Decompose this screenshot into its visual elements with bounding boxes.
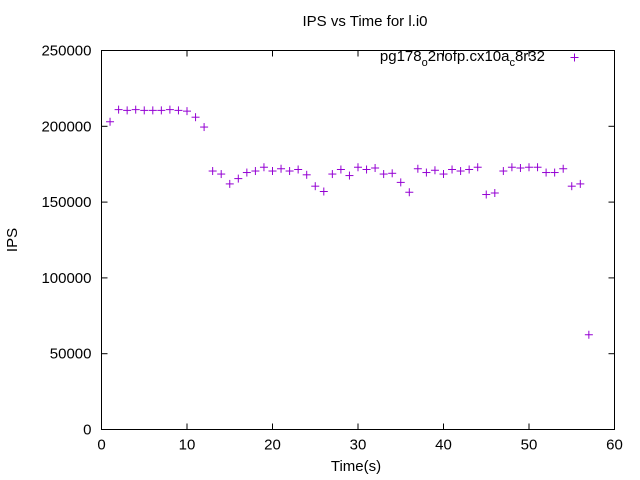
data-point — [413, 164, 422, 173]
data-point — [242, 168, 251, 177]
y-tick-label: 250000 — [41, 43, 91, 60]
data-point — [525, 163, 533, 172]
y-tick-label: 0 — [83, 422, 91, 439]
data-point — [336, 165, 345, 174]
y-tick-label: 100000 — [41, 270, 91, 287]
data-point — [379, 170, 388, 179]
data-point — [259, 163, 268, 172]
data-point — [439, 170, 448, 179]
legend-label: pg178o2nofp.cx10ac8r32 — [380, 48, 545, 69]
data-point — [499, 167, 508, 176]
x-tick-label: 20 — [264, 437, 281, 454]
data-point — [234, 174, 243, 183]
data-point — [584, 330, 593, 339]
data-point — [354, 163, 362, 172]
x-tick-label: 50 — [521, 437, 538, 454]
data-point — [328, 170, 337, 179]
y-tick-label: 200000 — [41, 118, 91, 135]
data-point — [371, 163, 380, 172]
y-axis: 0 50000 100000 150000 200000 250000 — [41, 43, 615, 439]
data-point — [294, 165, 303, 174]
data-point — [123, 106, 132, 115]
legend: pg178o2nofp.cx10ac8r32 — [380, 48, 579, 69]
data-point — [251, 167, 260, 176]
data-point — [208, 167, 217, 176]
legend-label-part: pg178 — [380, 48, 422, 65]
data-point — [490, 189, 499, 198]
data-point — [157, 106, 166, 115]
data-point — [567, 182, 576, 191]
data-point — [542, 168, 551, 177]
data-point — [183, 107, 191, 116]
x-axis: 0 10 20 30 40 50 60 — [97, 50, 623, 454]
data-point — [311, 182, 320, 191]
legend-label-subscript: c — [509, 57, 515, 69]
data-point — [191, 113, 200, 122]
data-point — [473, 163, 482, 172]
y-tick-label: 50000 — [50, 346, 92, 363]
data-point — [456, 167, 465, 176]
legend-label-part: 8r32 — [515, 48, 545, 65]
y-axis-label: IPS — [4, 228, 21, 252]
x-axis-label: Time(s) — [331, 458, 381, 475]
data-point — [268, 167, 277, 176]
data-point — [533, 163, 542, 172]
data-point — [465, 165, 474, 174]
data-point — [285, 167, 294, 176]
data-point — [106, 117, 115, 126]
data-point — [422, 168, 431, 177]
data-point — [165, 105, 174, 114]
data-point — [200, 123, 209, 132]
data-point — [559, 164, 568, 173]
data-point — [217, 170, 226, 179]
x-tick-label: 10 — [179, 437, 196, 454]
data-point — [319, 187, 328, 196]
legend-label-subscript: o — [422, 57, 428, 69]
data-point — [140, 106, 149, 115]
chart-title: IPS vs Time for l.i0 — [302, 13, 427, 30]
x-tick-label: 30 — [350, 437, 367, 454]
x-tick-label: 60 — [606, 437, 623, 454]
data-point — [114, 105, 123, 114]
data-point — [148, 106, 157, 115]
data-point — [345, 171, 354, 180]
data-point — [448, 165, 457, 174]
x-tick-label: 0 — [97, 437, 105, 454]
data-point — [174, 106, 183, 115]
data-point — [362, 165, 371, 174]
data-point — [225, 179, 234, 188]
data-series — [106, 105, 593, 339]
data-point — [576, 179, 585, 188]
data-point — [516, 163, 525, 172]
data-point — [482, 190, 491, 199]
data-point — [302, 170, 311, 179]
data-point — [550, 168, 559, 177]
data-point — [277, 164, 286, 173]
data-point — [405, 188, 414, 197]
data-point — [388, 169, 397, 178]
legend-label-part: 2nofp.cx10a — [428, 48, 510, 65]
data-point — [131, 105, 140, 114]
y-tick-label: 150000 — [41, 194, 91, 211]
data-point — [396, 178, 405, 187]
data-point — [507, 163, 516, 172]
data-point — [430, 166, 439, 175]
x-tick-label: 40 — [435, 437, 452, 454]
legend-marker — [570, 53, 579, 62]
legend-marker-symbol — [570, 53, 579, 62]
